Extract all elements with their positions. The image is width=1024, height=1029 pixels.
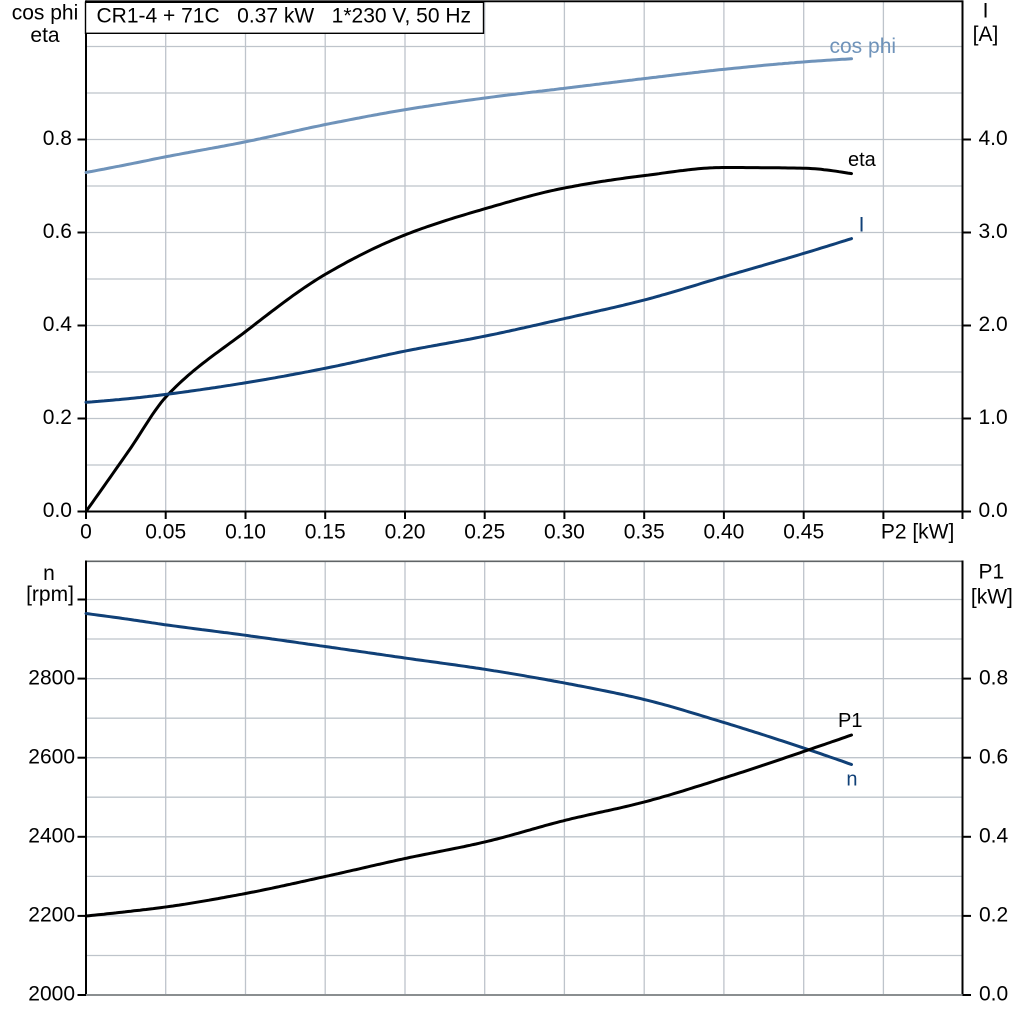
svg-text:3.0: 3.0	[979, 220, 1008, 243]
svg-text:2600: 2600	[28, 745, 75, 768]
svg-text:4.0: 4.0	[979, 127, 1008, 150]
svg-text:0.6: 0.6	[979, 745, 1008, 768]
svg-text:0.10: 0.10	[225, 521, 266, 544]
svg-text:0.35: 0.35	[624, 521, 665, 544]
svg-text:0.30: 0.30	[544, 521, 585, 544]
svg-text:eta: eta	[30, 24, 60, 47]
svg-text:0.6: 0.6	[43, 220, 72, 243]
svg-text:[kW]: [kW]	[971, 586, 1013, 609]
svg-text:0.45: 0.45	[783, 521, 824, 544]
svg-text:0.8: 0.8	[43, 127, 72, 150]
svg-text:0: 0	[80, 521, 92, 544]
svg-text:P1: P1	[838, 710, 862, 732]
svg-text:0.25: 0.25	[464, 521, 505, 544]
svg-text:2200: 2200	[28, 904, 75, 927]
svg-text:0.4: 0.4	[979, 825, 1009, 848]
svg-text:I: I	[983, 0, 989, 23]
svg-text:0.2: 0.2	[979, 904, 1008, 927]
svg-text:0.20: 0.20	[385, 521, 426, 544]
svg-text:2.0: 2.0	[979, 313, 1008, 336]
svg-text:0.0: 0.0	[979, 499, 1008, 522]
svg-text:n: n	[43, 562, 55, 585]
svg-text:I: I	[859, 214, 865, 237]
svg-text:0.15: 0.15	[305, 521, 346, 544]
svg-text:P1: P1	[978, 561, 1004, 584]
svg-text:0.0: 0.0	[43, 499, 72, 522]
svg-text:1.0: 1.0	[979, 406, 1008, 429]
svg-text:0.05: 0.05	[145, 521, 186, 544]
svg-text:cos phi: cos phi	[12, 2, 79, 25]
svg-text:[A]: [A]	[973, 23, 999, 46]
svg-text:0.2: 0.2	[43, 406, 72, 429]
svg-text:[rpm]: [rpm]	[26, 583, 74, 606]
svg-text:CR1-4 + 71C 0.37 kW 1*230: CR1-4 + 71C 0.37 kW 1*230 V, 50 Hz	[97, 5, 472, 28]
svg-text:2400: 2400	[28, 825, 75, 848]
svg-text:P2 [kW]: P2 [kW]	[881, 521, 955, 544]
svg-text:0.4: 0.4	[43, 313, 73, 336]
svg-text:0.40: 0.40	[703, 521, 744, 544]
svg-text:0.0: 0.0	[979, 983, 1008, 1006]
svg-text:n: n	[846, 769, 857, 791]
svg-text:eta: eta	[848, 149, 877, 171]
svg-text:cos phi: cos phi	[830, 35, 897, 58]
svg-text:2800: 2800	[28, 666, 75, 689]
svg-text:2000: 2000	[28, 983, 75, 1006]
svg-text:0.8: 0.8	[979, 666, 1008, 689]
